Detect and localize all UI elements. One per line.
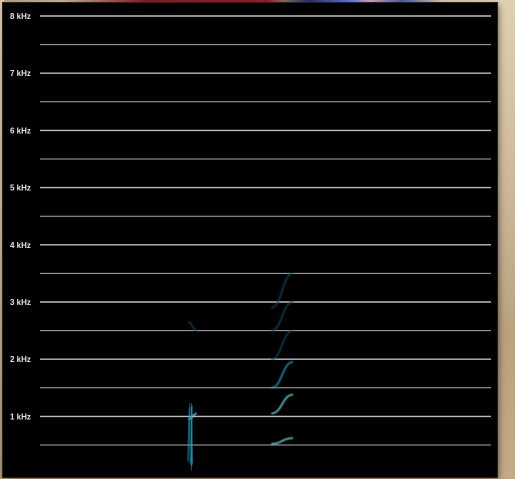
spectral-bands — [44, 270, 481, 472]
pitch-glide — [271, 437, 294, 445]
frequency-label: 2 kHz — [10, 355, 31, 364]
frequency-label: 3 kHz — [10, 298, 31, 307]
frequency-label: 4 kHz — [10, 241, 31, 250]
pitch-glide — [270, 329, 294, 361]
background-wallpaper-right — [495, 0, 515, 479]
frequency-axis-labels: 8 kHz 7 kHz 6 kHz 5 kHz 4 kHz 3 kHz 2 kHz 1 kHz — [10, 12, 31, 421]
spectrogram-view[interactable]: 8 kHz 7 kHz 6 kHz 5 kHz 4 kHz 3 kHz 2 kHz 1 kHz — [3, 3, 497, 477]
spectrogram-canvas: 8 kHz 7 kHz 6 kHz 5 kHz 4 kHz 3 kHz 2 kHz 1 kHz — [3, 3, 497, 477]
background-wallpaper-left — [0, 0, 4, 479]
frequency-label: 5 kHz — [10, 184, 31, 193]
frequency-label: 1 kHz — [10, 412, 31, 421]
pitch-glide — [187, 321, 198, 332]
spectrogram-background — [3, 3, 497, 477]
spectrogram-window[interactable]: 8 kHz 7 kHz 6 kHz 5 kHz 4 kHz 3 kHz 2 kHz 1 kHz — [3, 3, 497, 477]
pitch-glide — [271, 393, 294, 415]
frequency-label: 7 kHz — [10, 69, 31, 78]
onset-streak — [190, 405, 193, 465]
frequency-label: 6 kHz — [10, 126, 31, 135]
onset-streak — [188, 402, 191, 462]
pitch-glide — [270, 361, 294, 389]
pitch-transition-marks — [187, 272, 294, 471]
frequency-label: 8 kHz — [10, 12, 31, 21]
pitch-glide — [270, 272, 294, 309]
onset-streak — [187, 407, 190, 461]
onset-streak — [189, 420, 191, 464]
pitch-glide — [270, 301, 294, 332]
